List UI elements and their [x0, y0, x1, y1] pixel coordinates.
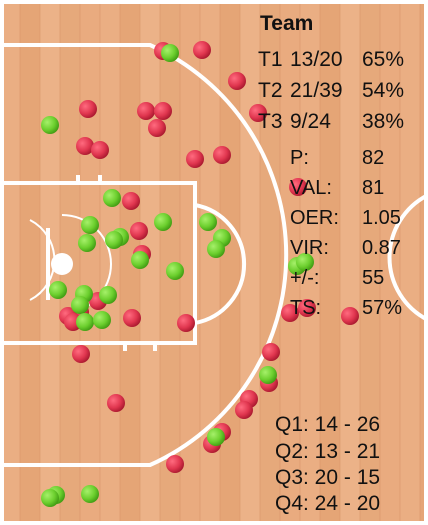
missed-shot-marker	[213, 146, 231, 164]
quarter-score-q1: Q1: 14 - 26	[275, 413, 381, 436]
missed-shot-marker	[249, 104, 267, 122]
shooting-pct-t3: 38%	[362, 110, 405, 133]
missed-shot-marker	[79, 100, 97, 118]
missed-shot-marker	[76, 137, 94, 155]
missed-shot-marker	[166, 455, 184, 473]
missed-shot-marker	[177, 314, 195, 332]
shooting-made-t2: 21/39	[290, 79, 343, 102]
team-title: Team	[260, 12, 314, 35]
stat-value-oer: 1.05	[362, 207, 401, 229]
stat-label-points: P:	[290, 147, 309, 169]
stat-value-plus-minus: 55	[362, 267, 385, 289]
stat-value-points: 82	[362, 147, 385, 169]
missed-shot-marker	[186, 150, 204, 168]
stat-label-ts: TS:	[290, 297, 322, 319]
shooting-made-t1: 13/20	[290, 48, 343, 71]
made-shot-marker	[207, 240, 225, 258]
made-shot-marker	[131, 251, 149, 269]
made-shot-marker	[93, 311, 111, 329]
missed-shot-marker	[235, 401, 253, 419]
made-shot-marker	[161, 44, 179, 62]
made-shot-marker	[76, 313, 94, 331]
rim	[51, 253, 73, 275]
made-shot-marker	[78, 234, 96, 252]
made-shot-marker	[199, 213, 217, 231]
shooting-made-t3: 9/24	[290, 110, 331, 133]
missed-shot-marker	[107, 394, 125, 412]
made-shot-marker	[259, 366, 277, 384]
made-shot-marker	[99, 286, 117, 304]
shooting-pct-t1: 65%	[362, 48, 405, 71]
made-shot-marker	[207, 428, 225, 446]
missed-shot-marker	[91, 141, 109, 159]
missed-shot-marker	[341, 307, 359, 325]
missed-shot-marker	[289, 178, 307, 196]
shot-markers	[41, 41, 359, 507]
made-shot-marker	[296, 253, 314, 271]
stat-value-ts: 57%	[362, 297, 403, 319]
missed-shot-marker	[154, 102, 172, 120]
missed-shot-marker	[137, 102, 155, 120]
stat-value-val: 81	[362, 177, 385, 199]
stat-label-plus-minus: +/-:	[290, 267, 320, 289]
made-shot-marker	[81, 485, 99, 503]
shooting-pct-t2: 54%	[362, 79, 405, 102]
made-shot-marker	[166, 262, 184, 280]
shooting-label-t1: T1	[258, 48, 283, 71]
stat-label-val: VAL:	[290, 177, 332, 199]
missed-shot-marker	[123, 309, 141, 327]
missed-shot-marker	[228, 72, 246, 90]
quarter-score-q2: Q2: 13 - 21	[275, 440, 381, 463]
missed-shot-marker	[281, 304, 299, 322]
made-shot-marker	[71, 296, 89, 314]
missed-shot-marker	[122, 192, 140, 210]
quarter-score-q4: Q4: 24 - 20	[275, 492, 381, 515]
missed-shot-marker	[72, 345, 90, 363]
missed-shot-marker	[193, 41, 211, 59]
stat-value-vir: 0.87	[362, 237, 401, 259]
quarter-score-q3: Q3: 20 - 15	[275, 466, 381, 489]
missed-shot-marker	[262, 343, 280, 361]
made-shot-marker	[103, 189, 121, 207]
stat-label-oer: OER:	[290, 207, 339, 229]
missed-shot-marker	[148, 119, 166, 137]
missed-shot-marker	[130, 222, 148, 240]
made-shot-marker	[41, 116, 59, 134]
made-shot-marker	[154, 213, 172, 231]
shooting-label-t2: T2	[258, 79, 283, 102]
made-shot-marker	[41, 489, 59, 507]
stat-label-vir: VIR:	[290, 237, 329, 259]
shooting-label-t3: T3	[258, 110, 283, 133]
made-shot-marker	[81, 216, 99, 234]
made-shot-marker	[105, 231, 123, 249]
missed-shot-marker	[298, 299, 316, 317]
made-shot-marker	[49, 281, 67, 299]
